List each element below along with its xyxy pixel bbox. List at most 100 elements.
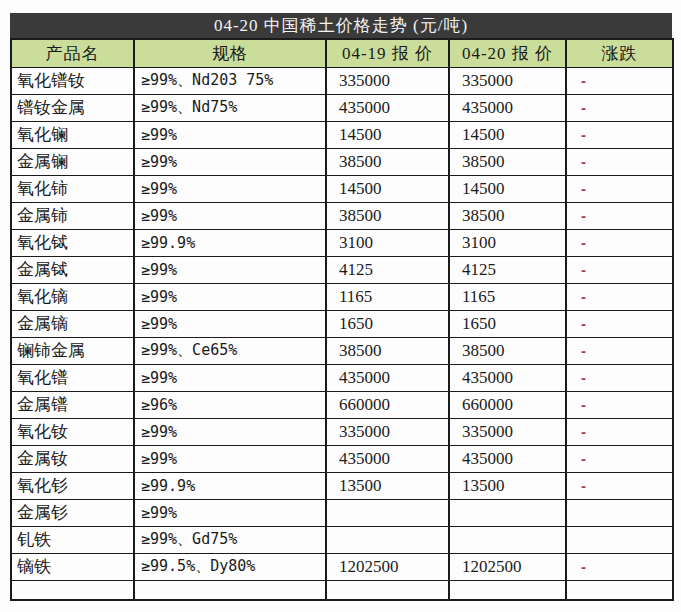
cell-product: 镧铈金属 bbox=[11, 337, 134, 364]
table-row: 金属铽≥99%41254125- bbox=[11, 256, 673, 283]
cell-product: 金属镧 bbox=[11, 148, 134, 175]
cell-change: - bbox=[566, 310, 673, 337]
cell-product: 氧化铈 bbox=[11, 175, 134, 202]
cell-price_0419: 38500 bbox=[326, 148, 449, 175]
col-header-product: 产品名 bbox=[11, 39, 134, 67]
cell-product: 氧化镨 bbox=[11, 364, 134, 391]
cell-price_0420: 660000 bbox=[449, 391, 566, 418]
table-row: 氧化铈≥99%1450014500- bbox=[11, 175, 673, 202]
cell-spec: ≥99% bbox=[134, 310, 326, 337]
cell-price_0419: 435000 bbox=[326, 445, 449, 472]
cell-product: 氧化铽 bbox=[11, 229, 134, 256]
table-header-row: 产品名规格04-19 报 价04-20 报 价涨跌 bbox=[11, 39, 673, 67]
table-body: 氧化镨钕≥99%、Nd203 75%335000335000-镨钕金属≥99%、… bbox=[11, 67, 673, 600]
table-row: 金属钕≥99%435000435000- bbox=[11, 445, 673, 472]
cell-price_0419 bbox=[326, 499, 449, 526]
cell-product: 氧化镧 bbox=[11, 121, 134, 148]
cell-spec: ≥99% bbox=[134, 175, 326, 202]
cell-product: 氧化钕 bbox=[11, 418, 134, 445]
cell-price_0420: 38500 bbox=[449, 202, 566, 229]
cell-price_0419: 38500 bbox=[326, 337, 449, 364]
cell-change: - bbox=[566, 229, 673, 256]
cell-price_0420: 1202500 bbox=[449, 553, 566, 580]
cell-spec: ≥99% bbox=[134, 202, 326, 229]
cell-spec: ≥96% bbox=[134, 391, 326, 418]
table-row: 金属镨≥96%660000660000- bbox=[11, 391, 673, 418]
col-header-spec: 规格 bbox=[134, 39, 326, 67]
cell-spec: ≥99% bbox=[134, 283, 326, 310]
cell-price_0420: 38500 bbox=[449, 337, 566, 364]
cell-spec: ≥99.9% bbox=[134, 229, 326, 256]
table-row: 金属镧≥99%3850038500- bbox=[11, 148, 673, 175]
cell-product: 金属铽 bbox=[11, 256, 134, 283]
cell-price_0419: 335000 bbox=[326, 418, 449, 445]
col-header-change: 涨跌 bbox=[566, 39, 673, 67]
cell-price_0420: 335000 bbox=[449, 67, 566, 94]
rare-earth-price-page: 04-20 中国稀土价格走势 (元/吨) 产品名规格04-19 报 价04-20… bbox=[0, 0, 681, 612]
cell-price_0419: 335000 bbox=[326, 67, 449, 94]
cell-price_0419: 435000 bbox=[326, 94, 449, 121]
cell-change: - bbox=[566, 148, 673, 175]
table-row: 氧化镨钕≥99%、Nd203 75%335000335000- bbox=[11, 67, 673, 94]
title-bar: 04-20 中国稀土价格走势 (元/吨) bbox=[10, 13, 672, 38]
cell-product: 金属镝 bbox=[11, 310, 134, 337]
cell-price_0420: 1165 bbox=[449, 283, 566, 310]
cell-change: - bbox=[566, 175, 673, 202]
cell-price_0419: 14500 bbox=[326, 175, 449, 202]
cell-price_0419: 1202500 bbox=[326, 553, 449, 580]
col-header-price_0419: 04-19 报 价 bbox=[326, 39, 449, 67]
price-table: 产品名规格04-19 报 价04-20 报 价涨跌 氧化镨钕≥99%、Nd203… bbox=[10, 38, 674, 601]
col-header-price_0420: 04-20 报 价 bbox=[449, 39, 566, 67]
cell-spec: ≥99% bbox=[134, 256, 326, 283]
cell-price_0419 bbox=[326, 526, 449, 553]
table-row: 氧化镝≥99%11651165- bbox=[11, 283, 673, 310]
cell-price_0420 bbox=[449, 499, 566, 526]
table-row: 金属铈≥99%3850038500- bbox=[11, 202, 673, 229]
cell-product: 镝铁 bbox=[11, 553, 134, 580]
cell-price_0420: 38500 bbox=[449, 148, 566, 175]
cell-spec: ≥99% bbox=[134, 445, 326, 472]
cell-change: - bbox=[566, 94, 673, 121]
cell-spec: ≥99%、Ce65% bbox=[134, 337, 326, 364]
cell-spec: ≥99.5%、Dy80% bbox=[134, 553, 326, 580]
table-row: 氧化钐≥99.9%1350013500- bbox=[11, 472, 673, 499]
cell-product: 氧化镝 bbox=[11, 283, 134, 310]
cell-product: 氧化镨钕 bbox=[11, 67, 134, 94]
cell-price_0420: 435000 bbox=[449, 94, 566, 121]
cell-product: 金属铈 bbox=[11, 202, 134, 229]
cell-change: - bbox=[566, 364, 673, 391]
cell-price_0420: 435000 bbox=[449, 364, 566, 391]
cell-price_0420: 1650 bbox=[449, 310, 566, 337]
table-row: 钆铁≥99%、Gd75% bbox=[11, 526, 673, 553]
cell-price_0419: 660000 bbox=[326, 391, 449, 418]
cell-price_0419: 1165 bbox=[326, 283, 449, 310]
table-row: 镝铁≥99.5%、Dy80%12025001202500- bbox=[11, 553, 673, 580]
cell-spec: ≥99%、Gd75% bbox=[134, 526, 326, 553]
cell-change: - bbox=[566, 418, 673, 445]
cell-price_0420: 14500 bbox=[449, 121, 566, 148]
table-row: 氧化铽≥99.9%31003100- bbox=[11, 229, 673, 256]
table-row: 镨钕金属≥99%、Nd75%435000435000- bbox=[11, 94, 673, 121]
cell-product: 钆铁 bbox=[11, 526, 134, 553]
cell-product: 金属镨 bbox=[11, 391, 134, 418]
cell-change: - bbox=[566, 391, 673, 418]
cell-spec: ≥99% bbox=[134, 364, 326, 391]
cell-spec: ≥99%、Nd75% bbox=[134, 94, 326, 121]
cell-product: 金属钕 bbox=[11, 445, 134, 472]
cell-spec: ≥99% bbox=[134, 418, 326, 445]
cell-spec: ≥99% bbox=[134, 121, 326, 148]
cell-change: - bbox=[566, 202, 673, 229]
cell-spec: ≥99% bbox=[134, 499, 326, 526]
page-title: 04-20 中国稀土价格走势 (元/吨) bbox=[214, 14, 468, 37]
cell-change: - bbox=[566, 472, 673, 499]
cell-change bbox=[566, 499, 673, 526]
cell-empty bbox=[11, 580, 134, 600]
cell-price_0419: 13500 bbox=[326, 472, 449, 499]
cell-change: - bbox=[566, 445, 673, 472]
table-row: 氧化镨≥99%435000435000- bbox=[11, 364, 673, 391]
cell-spec: ≥99% bbox=[134, 148, 326, 175]
cell-price_0420: 14500 bbox=[449, 175, 566, 202]
partial-empty-row bbox=[11, 580, 673, 600]
cell-price_0419: 3100 bbox=[326, 229, 449, 256]
table-row: 氧化钕≥99%335000335000- bbox=[11, 418, 673, 445]
